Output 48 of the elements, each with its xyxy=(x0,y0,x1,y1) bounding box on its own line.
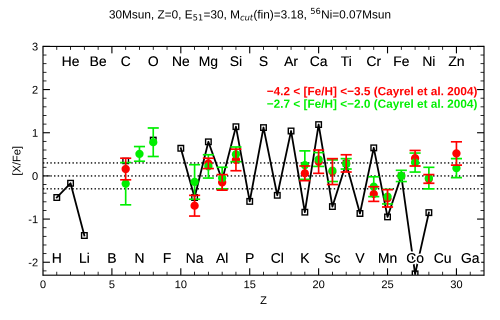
annotation: N xyxy=(136,253,144,263)
y-tick-label: 0 xyxy=(32,172,38,180)
x-tick-label: 30 xyxy=(450,280,462,288)
y-axis-title: [X/Fe] xyxy=(12,146,23,175)
y-tick-label: -1 xyxy=(28,215,38,224)
annotation: C xyxy=(121,56,130,66)
x-tick-label: 20 xyxy=(313,280,324,288)
annotation: H xyxy=(52,253,61,263)
annotation: V xyxy=(355,253,365,263)
annotation: He xyxy=(62,56,79,66)
annotation: Ar xyxy=(284,56,298,66)
y-tick-label: 2 xyxy=(32,86,38,94)
annotation: Mn xyxy=(379,253,396,263)
y-tick-label: 1 xyxy=(32,129,38,137)
annotation: Al xyxy=(216,252,228,263)
annotation: Be xyxy=(90,56,106,66)
annotation: Sc xyxy=(324,253,340,263)
y-tick-label: -2 xyxy=(28,258,38,266)
annotation: B xyxy=(108,253,116,263)
x-tick-label: 0 xyxy=(40,280,46,288)
annotation: Ni xyxy=(423,56,434,66)
annotation: Fe xyxy=(394,56,409,66)
annotation: Zn xyxy=(448,56,464,66)
annotation: K xyxy=(301,253,310,263)
x-tick-label: 10 xyxy=(175,280,187,288)
annotation: O xyxy=(148,56,158,66)
annotation: Ga xyxy=(462,253,480,263)
annotation: Ti xyxy=(340,56,351,66)
x-tick-label: 5 xyxy=(109,280,115,288)
annotation: Li xyxy=(80,252,89,263)
annotation: Ne xyxy=(173,56,190,66)
text: −2.7 < [Fe/H] <−2.0 (Cayrel et al. 2004) xyxy=(267,99,477,110)
annotation: Cl xyxy=(271,252,283,263)
y-tick-label: 3 xyxy=(32,42,38,51)
text: −4.2 < [Fe/H] <−3.5 (Cayrel et al. 2004) xyxy=(267,86,477,98)
annotation: Cr xyxy=(367,56,381,66)
annotation: S xyxy=(260,56,268,66)
x-tick-label: 15 xyxy=(244,280,256,288)
annotation: P xyxy=(246,253,254,263)
annotation: F xyxy=(164,253,171,263)
x-tick-label: 25 xyxy=(382,280,394,288)
chart-title: 30Msun, Z=0, E$_{51}$=30, M$_{cut}$(fin)=3.18, $^{56}$Ni=0.07Msun xyxy=(109,8,390,21)
annotation: Mg xyxy=(200,56,218,69)
annotation: Si xyxy=(230,56,242,66)
annotation: Na xyxy=(186,253,204,263)
annotation: Cu xyxy=(434,253,451,263)
x-axis-title: Z xyxy=(260,296,267,304)
annotation: Ca xyxy=(310,56,328,66)
